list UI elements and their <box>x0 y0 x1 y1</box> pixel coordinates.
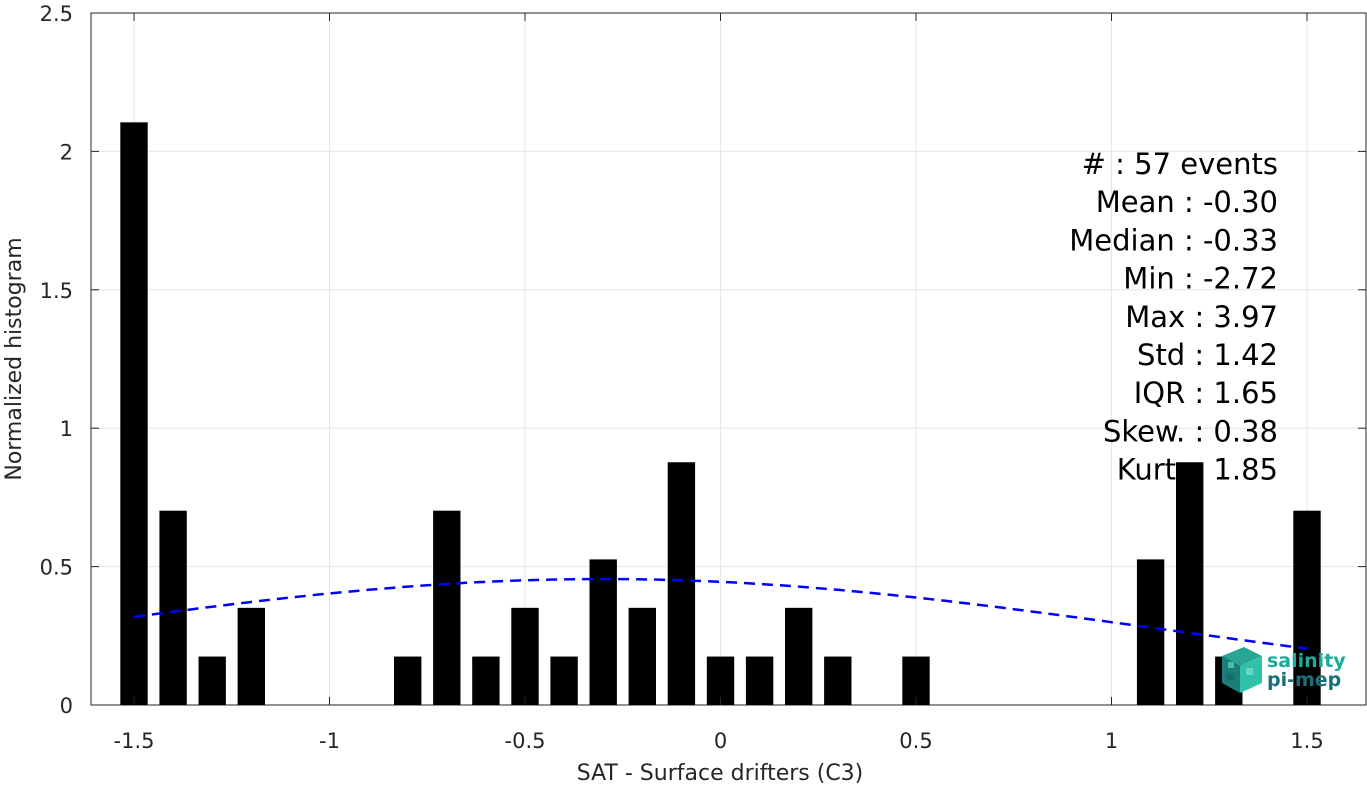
histogram-bar <box>902 656 930 705</box>
stats-line: Std : 1.42 <box>1137 338 1278 372</box>
y-tick-label: 2 <box>60 140 73 164</box>
histogram-bar <box>824 656 852 705</box>
cube-logo-icon <box>1222 647 1262 693</box>
histogram-bar <box>237 607 265 705</box>
stats-line: Max : 3.97 <box>1125 300 1278 334</box>
logo-text-salinity: salinity <box>1267 650 1346 672</box>
stats-line: # : 57 events <box>1082 147 1278 181</box>
y-tick-label: 2.5 <box>40 2 73 26</box>
x-axis-ticks: -1.5 -1 -0.5 0 0.5 1 1.5 <box>114 13 1324 753</box>
histogram-bar <box>198 656 226 705</box>
histogram-bar <box>394 656 422 705</box>
y-tick-label: 1 <box>60 417 73 441</box>
stats-line: Kurt. : 1.85 <box>1117 453 1278 487</box>
histogram-bar <box>745 656 774 705</box>
histogram-bar <box>706 656 735 705</box>
histogram-bar <box>628 607 656 705</box>
histogram-bar <box>1293 510 1321 705</box>
y-axis-ticks: 0 0.5 1 1.5 2 2.5 <box>40 2 1366 718</box>
x-axis-label: SAT - Surface drifters (C3) <box>577 761 864 785</box>
stats-line: Mean : -0.30 <box>1096 185 1278 219</box>
histogram-bar <box>667 462 696 705</box>
stats-line: Median : -0.33 <box>1069 223 1278 257</box>
x-tick-label: -1.5 <box>114 729 155 753</box>
histogram-bar <box>511 607 539 705</box>
histogram-bar <box>159 510 187 705</box>
histogram-bars <box>120 122 1321 705</box>
stats-line: Skew. : 0.38 <box>1103 414 1278 448</box>
y-tick-label: 0 <box>60 694 73 718</box>
x-tick-label: -1 <box>319 729 340 753</box>
histogram-bar <box>1136 559 1165 705</box>
salinity-pi-mep-logo: salinity pi-mep <box>1222 647 1346 693</box>
stats-line: IQR : 1.65 <box>1134 376 1278 410</box>
x-tick-label: 0.5 <box>899 729 932 753</box>
statistics-box: # : 57 events Mean : -0.30 Median : -0.33 M… <box>1069 147 1278 487</box>
logo-text-pi-mep: pi-mep <box>1267 669 1341 691</box>
x-tick-label: 1.5 <box>1290 729 1323 753</box>
normal-fit-curve <box>133 577 1308 650</box>
x-tick-label: 1 <box>1105 729 1118 753</box>
y-tick-label: 1.5 <box>40 279 73 303</box>
histogram-bar <box>550 656 578 705</box>
stats-line: Min : -2.72 <box>1123 262 1278 296</box>
histogram-bar <box>472 656 500 705</box>
histogram-bar <box>589 559 617 705</box>
histogram-bar <box>785 607 813 705</box>
y-axis-label: Normalized histogram <box>2 237 27 480</box>
histogram-bar <box>120 122 148 705</box>
y-tick-label: 0.5 <box>40 556 73 580</box>
histogram-bar <box>1176 462 1204 705</box>
x-tick-label: 0 <box>714 729 727 753</box>
x-tick-label: -0.5 <box>505 729 546 753</box>
histogram-bar <box>433 510 461 705</box>
